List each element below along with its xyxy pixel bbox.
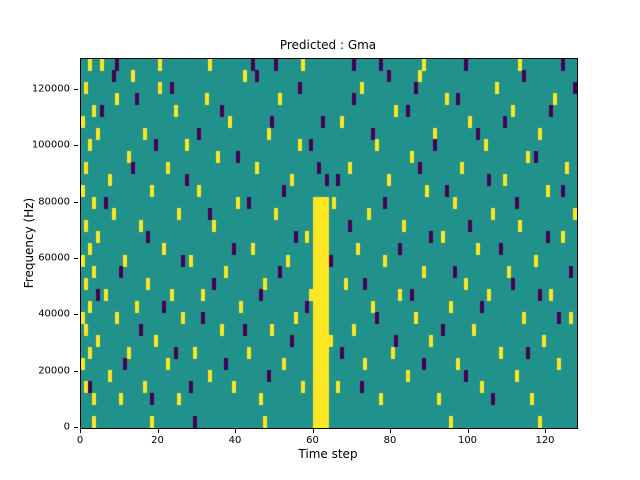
x-tick-label: 60 bbox=[306, 435, 319, 446]
heatmap-plot-area bbox=[80, 58, 578, 429]
y-tick-mark bbox=[74, 370, 78, 372]
x-tick-label: 0 bbox=[76, 435, 84, 446]
y-tick-label: 60000 bbox=[38, 252, 70, 264]
y-tick-mark bbox=[74, 201, 78, 203]
y-tick-mark bbox=[74, 89, 78, 91]
x-tick-mark bbox=[545, 429, 546, 433]
x-tick-mark bbox=[235, 429, 236, 433]
y-tick-label: 80000 bbox=[38, 196, 70, 208]
y-tick-label: 20000 bbox=[38, 365, 70, 377]
chart-title: Predicted : Gma bbox=[279, 38, 377, 52]
x-tick-label: 40 bbox=[228, 435, 242, 446]
y-tick-mark bbox=[74, 258, 78, 260]
y-tick-mark bbox=[74, 145, 78, 147]
y-tick-mark bbox=[74, 314, 78, 316]
x-tick-mark bbox=[80, 429, 81, 433]
x-tick-label: 20 bbox=[151, 435, 164, 446]
x-tick-mark bbox=[157, 429, 159, 433]
y-tick-label: 100000 bbox=[31, 139, 70, 151]
x-tick-label: 120 bbox=[535, 435, 555, 446]
x-axis-label: Time step bbox=[298, 447, 358, 461]
y-tick-label: 0 bbox=[63, 421, 70, 433]
x-tick-mark bbox=[312, 429, 314, 433]
x-tick-label: 100 bbox=[457, 435, 478, 446]
y-tick-mark bbox=[74, 427, 78, 428]
y-tick-label: 40000 bbox=[38, 308, 70, 320]
y-tick-label: 120000 bbox=[31, 83, 70, 95]
x-tick-mark bbox=[390, 429, 391, 433]
x-tick-mark bbox=[467, 429, 469, 433]
x-tick-label: 80 bbox=[383, 435, 397, 446]
